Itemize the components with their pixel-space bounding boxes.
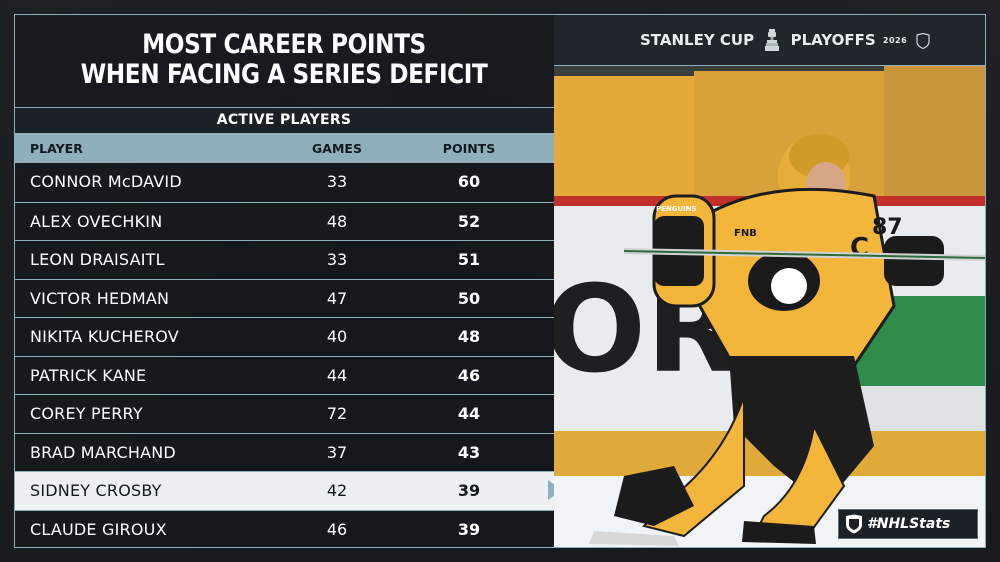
player-name: CONNOR McDAVID: [30, 172, 182, 191]
jersey-number: 87: [872, 215, 903, 240]
table-row: ALEX OVECHKIN 48 52: [14, 201, 554, 241]
player-name: BRAD MARCHAND: [30, 442, 176, 462]
table-row-highlighted: SIDNEY CROSBY 42 39: [14, 471, 554, 510]
stats-panel: [14, 14, 554, 548]
title-line-2: WHEN FACING A SERIES DEFICIT: [80, 59, 488, 90]
player-games: 72: [326, 404, 348, 423]
hashtag-badge: #NHLStats: [838, 509, 978, 539]
table-row: PATRICK KANE 44 46: [14, 355, 554, 395]
subheader: ACTIVE PLAYERS: [14, 107, 554, 133]
player-points: 60: [457, 172, 481, 191]
outer-frame: [14, 14, 986, 548]
player-name: COREY PERRY: [30, 404, 143, 423]
player-points: 39: [457, 519, 481, 539]
stanley-cup-icon: [765, 29, 780, 51]
title-line-1: MOST CAREER POINTS: [142, 29, 426, 60]
table-row: BRAD MARCHAND 37 43: [14, 432, 554, 472]
player-name: CLAUDE GIROUX: [30, 519, 167, 539]
nhl-shield-icon: [916, 32, 931, 49]
player-name: SIDNEY CROSBY: [30, 481, 162, 500]
player-games: 33: [326, 172, 348, 191]
player-games: 47: [326, 288, 348, 308]
brand-left: STANLEY CUP: [640, 31, 755, 49]
brand-year: 2026: [882, 35, 908, 45]
table-row: LEON DRAISAITL 33 51: [14, 240, 554, 279]
table-row: NIKITA KUCHEROV 40 48: [14, 317, 554, 356]
nhl-shield-icon: [846, 514, 862, 534]
player-games: 42: [326, 481, 348, 500]
player-games: 48: [326, 211, 348, 231]
column-points: POINTS: [442, 141, 496, 156]
column-player: PLAYER: [30, 141, 83, 156]
column-games: GAMES: [312, 141, 362, 156]
player-points: 48: [457, 327, 481, 346]
player-photo-art: OR ® C FNB 87 PENGUINS: [554, 66, 986, 548]
sponsor-patch: FNB: [734, 228, 757, 239]
player-name: VICTOR HEDMAN: [30, 288, 170, 308]
player-name: PATRICK KANE: [30, 365, 147, 385]
table-row: CLAUDE GIROUX 46 39: [14, 509, 554, 549]
table-row: CONNOR McDAVID 33 60: [14, 163, 554, 202]
table-header: PLAYER GAMES POINTS: [14, 133, 554, 163]
player-photo: OR ® C FNB 87 PENGUINS: [554, 66, 986, 548]
player-points: 51: [457, 250, 481, 269]
player-name: NIKITA KUCHEROV: [30, 327, 179, 346]
table-row: COREY PERRY 72 44: [14, 394, 554, 433]
table-body: CONNOR McDAVID 33 60 ALEX OVECHKIN 48 52…: [14, 163, 554, 548]
player-name: LEON DRAISAITL: [30, 250, 165, 269]
page-title: MOST CAREER POINTS WHEN FACING A SERIES …: [52, 30, 516, 90]
hashtag-text: #NHLStats: [867, 516, 951, 532]
player-games: 33: [326, 250, 348, 269]
player-points: 50: [457, 288, 481, 308]
player-points: 43: [457, 442, 481, 462]
player-games: 37: [326, 442, 348, 462]
player-games: 46: [326, 519, 348, 539]
player-games: 40: [326, 327, 348, 346]
glove-text: PENGUINS: [656, 205, 697, 213]
player-name: ALEX OVECHKIN: [30, 211, 163, 231]
player-games: 44: [326, 365, 348, 385]
player-points: 44: [457, 404, 481, 423]
player-points: 52: [457, 211, 481, 231]
player-points: 39: [457, 481, 481, 500]
player-points: 46: [457, 365, 481, 385]
brand-right: PLAYOFFS: [790, 31, 876, 49]
table-row: VICTOR HEDMAN 47 50: [14, 278, 554, 318]
playoffs-logo: STANLEY CUP PLAYOFFS 2026: [640, 28, 931, 52]
